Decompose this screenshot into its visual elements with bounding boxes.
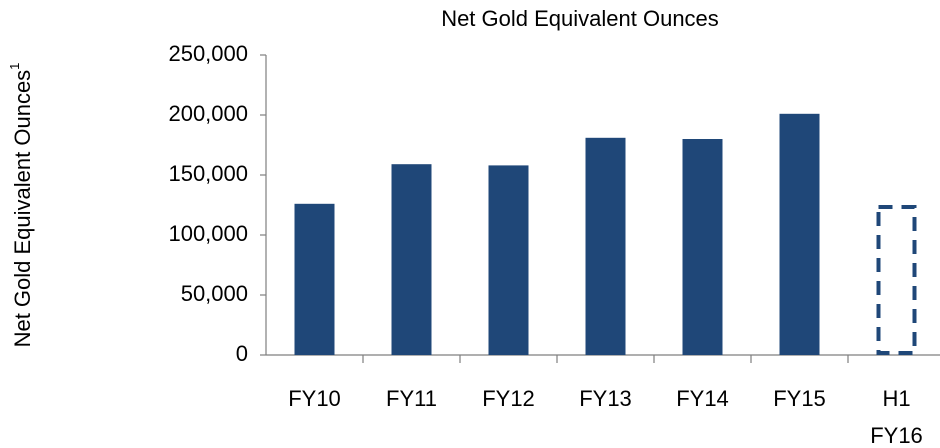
x-tick-label-line: H1 bbox=[882, 386, 910, 411]
bar bbox=[585, 137, 626, 355]
bar bbox=[779, 113, 820, 355]
y-tick-label: 0 bbox=[236, 341, 248, 366]
x-tick-label: FY10 bbox=[288, 386, 341, 411]
y-tick-label: 100,000 bbox=[168, 221, 248, 246]
x-tick-label-line: FY12 bbox=[482, 386, 535, 411]
chart-title: Net Gold Equivalent Ounces bbox=[441, 6, 719, 31]
x-tick-label-line: FY16 bbox=[870, 423, 923, 448]
x-tick-label-line: FY11 bbox=[386, 386, 437, 411]
x-tick-label-line: FY14 bbox=[676, 386, 729, 411]
y-axis-label: Net Gold Equivalent Ounces1 bbox=[7, 63, 34, 348]
x-tick-label-line: FY13 bbox=[579, 386, 632, 411]
bar bbox=[294, 203, 335, 355]
bar bbox=[391, 164, 432, 355]
y-tick-label: 50,000 bbox=[181, 281, 248, 306]
y-axis-label-text: Net Gold Equivalent Ounces bbox=[10, 70, 35, 348]
y-tick-label: 200,000 bbox=[168, 101, 248, 126]
y-axis-label-note: 1 bbox=[7, 63, 22, 70]
x-tick-label: FY11 bbox=[386, 386, 437, 411]
x-tick-label: FY13 bbox=[579, 386, 632, 411]
bar bbox=[488, 165, 529, 355]
x-tick-label: FY14 bbox=[676, 386, 729, 411]
x-tick-label: H1 FY16 bbox=[870, 386, 923, 448]
y-tick-label: 250,000 bbox=[168, 41, 248, 66]
x-tick-label-line: FY15 bbox=[773, 386, 826, 411]
bar bbox=[682, 139, 723, 355]
x-tick-label: FY15 bbox=[773, 386, 826, 411]
bar bbox=[876, 205, 917, 355]
x-tick-label-line: FY10 bbox=[288, 386, 341, 411]
y-tick-label: 150,000 bbox=[168, 161, 248, 186]
x-tick-label: FY12 bbox=[482, 386, 535, 411]
